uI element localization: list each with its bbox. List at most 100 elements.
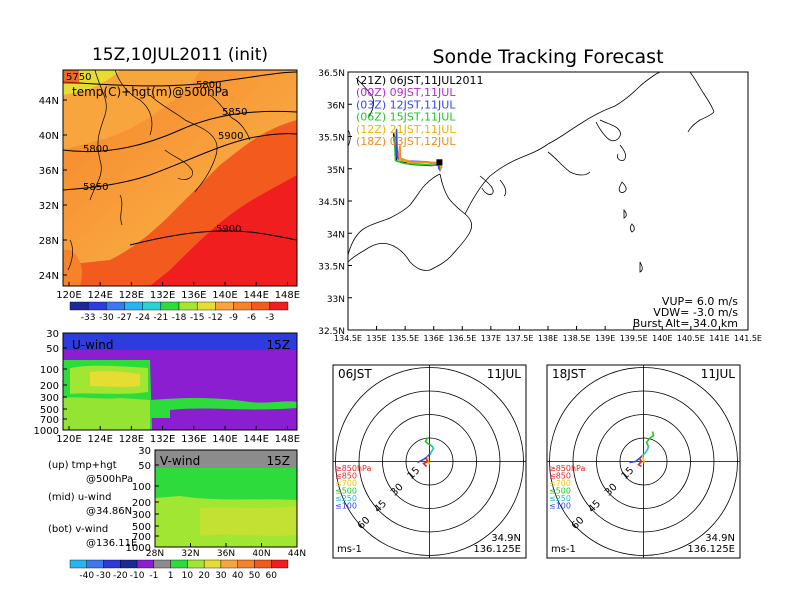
x-tick-label: 124E xyxy=(87,434,112,445)
x-tick-label: 136E xyxy=(424,334,444,343)
hodograph-trace xyxy=(426,456,431,465)
colorbar-swatch xyxy=(87,301,107,311)
x-tick-label: 144E xyxy=(243,434,268,445)
x-tick-label: 144E xyxy=(243,290,268,301)
hodograph-lat: 34.9N xyxy=(491,533,521,544)
level-legend-entry: ≤850 xyxy=(549,472,571,481)
colorbar-swatch xyxy=(271,559,289,569)
y-tick-label: 35.5N xyxy=(318,134,345,144)
level-legend-entry: ≤850 xyxy=(335,472,357,481)
colorbar-swatch xyxy=(178,301,198,311)
y-tick-label: 1000 xyxy=(34,426,59,437)
map500-x-axis: 120E 124E 128E 132E 136E 140E 144E 148E xyxy=(56,282,300,301)
vwind-title: V-wind xyxy=(160,454,200,468)
note-mid-line2: @34.86N xyxy=(86,506,132,517)
colorbar-swatch xyxy=(233,301,252,311)
colorbar-label: 50 xyxy=(249,571,261,581)
legend-entry: (18Z) 03JST,12JUL xyxy=(356,135,456,148)
tracking-x-axis: 134.5E 135E 135.5E 136E 136.5E 137E 137.5E 138E… xyxy=(334,326,762,343)
x-tick-label: 135E xyxy=(366,334,386,343)
track-line xyxy=(394,136,442,171)
y-tick-label: 30 xyxy=(138,446,151,457)
x-tick-label: 120E xyxy=(56,434,81,445)
level-legend-entry: ≤700 xyxy=(335,479,357,488)
hodograph-trace xyxy=(629,454,644,464)
colorbar-swatch xyxy=(187,559,205,569)
colorbar-swatch xyxy=(106,301,125,311)
hodograph-trace xyxy=(422,457,429,468)
note-bot-line2: @136.11E xyxy=(86,538,137,549)
x-tick-label: 139E xyxy=(595,334,615,343)
uwind-bottom xyxy=(170,408,297,430)
map500-frame xyxy=(62,69,298,287)
hodograph-lon: 136.125E xyxy=(473,544,521,555)
colorbar-swatch xyxy=(237,559,255,569)
x-tick-label: 137E xyxy=(481,334,501,343)
map500-field: 5750 temp(C)+hgt(m)@500hPa 5800 5850 590… xyxy=(63,70,297,286)
y-tick-label: 36N xyxy=(39,166,59,177)
hodograph-trace xyxy=(424,437,432,447)
launch-site-marker xyxy=(436,159,443,166)
x-tick-label: 128E xyxy=(119,290,144,301)
contour-label: 5900 xyxy=(218,131,243,142)
hodograph-trace xyxy=(641,446,650,457)
y-tick-label: 36.5N xyxy=(318,69,345,79)
vwind-x-axis: 28N 32N 36N 40N 44N xyxy=(146,543,306,559)
level-legend-entry: ≤100 xyxy=(335,502,357,511)
sonde-tracks xyxy=(392,128,443,172)
note-up-line1: (up) tmp+hgt xyxy=(48,460,117,471)
x-tick-label: 141.5E xyxy=(734,334,762,343)
hodograph-unit: ms-1 xyxy=(551,544,576,555)
map500-panel: 15Z,10JUL2011 (init) xyxy=(39,45,300,323)
y-tick-label: 34.5N xyxy=(318,198,345,208)
x-tick-label: 134.5E xyxy=(334,334,362,343)
colorbar-label: -33 xyxy=(81,313,96,323)
map500-colorbar: -33 -30 -27 -24 -21 -18 -15 -12 -9 -6 -3 xyxy=(69,301,289,323)
y-tick-label: 700 xyxy=(40,415,59,426)
hodograph-date: 11JUL xyxy=(487,367,522,381)
hodograph-trace xyxy=(429,445,435,454)
hodograph-trace xyxy=(641,455,646,464)
vwind-yellow xyxy=(200,506,297,536)
colorbar-label: -20 xyxy=(113,571,128,581)
colorbar-label: -24 xyxy=(135,313,150,323)
hodograph-time: 18JST xyxy=(552,367,586,381)
uwind-time: 15Z xyxy=(267,338,291,352)
x-tick-label: 140E xyxy=(652,334,672,343)
x-tick-label: 124E xyxy=(87,290,112,301)
vwind-green xyxy=(155,468,297,500)
param-vdw: VDW= -3.0 m/s xyxy=(653,306,738,319)
vwind-field xyxy=(155,450,297,547)
colorbar-label: -18 xyxy=(172,313,187,323)
y-tick-label: 300 xyxy=(40,393,59,404)
colorbar-label: -21 xyxy=(153,313,168,323)
colorbar-swatch xyxy=(160,301,180,311)
colorbar-label: -15 xyxy=(190,313,205,323)
uwind-frame xyxy=(62,332,298,431)
colorbar-label: -3 xyxy=(265,313,274,323)
colorbar-swatch xyxy=(136,559,155,569)
x-tick-label: 135.5E xyxy=(391,334,419,343)
legend-entry: (00Z) 09JST,11JUL xyxy=(356,86,456,99)
y-tick-label: 24N xyxy=(39,271,59,282)
contour-label: 5800 xyxy=(196,80,221,91)
hodograph-trace xyxy=(637,458,643,468)
hodograph-time: 06JST xyxy=(338,367,372,381)
param-vup: VUP= 6.0 m/s xyxy=(662,295,738,308)
colorbar-swatch xyxy=(215,301,234,311)
x-tick-label: 120E xyxy=(56,290,81,301)
colorbar-swatch xyxy=(120,559,138,569)
y-tick-label: 32.5N xyxy=(318,327,345,337)
y-tick-label: 36N xyxy=(327,101,345,111)
y-tick-label: 100 xyxy=(40,365,59,376)
param-burst-alt: Burst Alt= 34.0 km xyxy=(633,317,738,330)
y-tick-label: 700 xyxy=(132,532,151,543)
x-tick-label: 140.5E xyxy=(677,334,705,343)
colorbar-label: 10 xyxy=(182,571,194,581)
